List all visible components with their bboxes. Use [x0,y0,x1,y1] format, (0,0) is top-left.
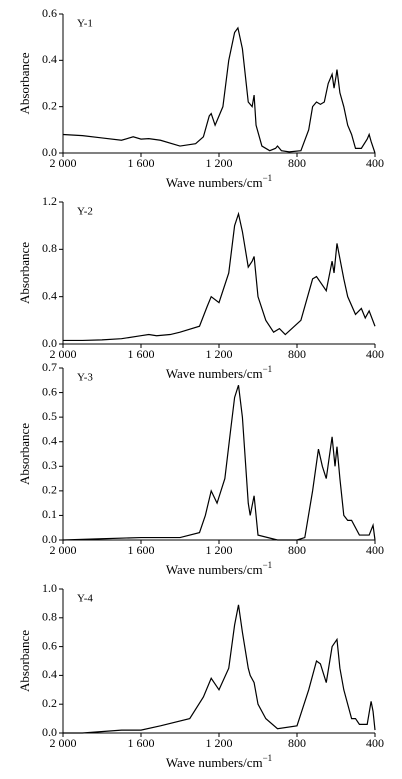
y-tick-label: 0.0 [42,336,57,350]
y-tick-label: 0.0 [42,532,57,546]
y-tick-label: 1.2 [42,194,57,208]
x-axis-label-superscript: −1 [263,173,273,183]
x-axis-label: Wave numbers/cm−1 [166,364,272,381]
x-axis-label-text: Wave numbers/cm [166,755,263,770]
x-tick-label: 2 000 [50,736,77,750]
x-tick-label: 1 200 [206,543,233,557]
y-tick-label: 0.6 [42,384,57,398]
y-axis-label: Absorbance [17,242,32,304]
y-tick-label: 0.8 [42,241,57,255]
y-tick-label: 0.0 [42,145,57,159]
y-tick-label: 0.7 [42,360,57,374]
y-tick-label: 0.4 [42,433,57,447]
spectrum-line [62,26,376,154]
spectrum-line [62,385,376,541]
x-tick-label: 800 [288,543,306,557]
panel-label: Y-2 [77,206,93,218]
x-tick-label: 400 [366,736,384,750]
x-tick-label: 1 600 [128,347,155,361]
x-tick-label: 1 200 [206,156,233,170]
y-tick-label: 0.1 [42,507,57,521]
y-tick-label: 0.8 [42,610,57,624]
y-tick-label: 0.3 [42,458,57,472]
x-tick-label: 400 [366,543,384,557]
x-axis-label-text: Wave numbers/cm [166,562,263,577]
panel-label: Y-4 [77,593,93,605]
x-tick-label: 800 [288,736,306,750]
x-tick-label: 800 [288,156,306,170]
y-tick-label: 0.5 [42,409,57,423]
x-tick-label: 1 600 [128,156,155,170]
y-tick-label: 0.4 [42,288,57,302]
x-tick-label: 1 200 [206,736,233,750]
spectrum-line [63,211,376,342]
x-axis-label-superscript: −1 [263,364,273,374]
x-tick-label: 1 600 [128,736,155,750]
y-tick-label: 0.2 [42,696,57,710]
y-tick-label: 0.4 [42,52,57,66]
x-tick-label: 2 000 [50,543,77,557]
panel-label: Y-3 [77,372,93,384]
x-axis-label-superscript: −1 [263,560,273,570]
x-axis-label: Wave numbers/cm−1 [166,753,272,770]
x-axis-label-text: Wave numbers/cm [166,175,263,190]
y-tick-label: 0.2 [42,483,57,497]
x-tick-label: 400 [366,347,384,361]
y-tick-label: 1.0 [42,581,57,595]
y-tick-label: 0.6 [42,6,57,20]
x-tick-label: 1 600 [128,543,155,557]
x-tick-label: 800 [288,347,306,361]
x-tick-label: 2 000 [50,347,77,361]
x-axis-label-text: Wave numbers/cm [166,366,263,381]
y-tick-label: 0.2 [42,98,57,112]
x-axis-label: Wave numbers/cm−1 [166,173,272,190]
y-axis-label: Absorbance [17,52,32,114]
x-tick-label: 2 000 [50,156,77,170]
y-tick-label: 0.6 [42,638,57,652]
x-axis-label: Wave numbers/cm−1 [166,560,272,577]
y-axis-label: Absorbance [17,423,32,485]
y-tick-label: 0.4 [42,667,57,681]
y-axis-label: Absorbance [17,630,32,692]
panel-label: Y-1 [77,18,93,30]
x-tick-label: 400 [366,156,384,170]
x-tick-label: 1 200 [206,347,233,361]
y-tick-label: 0.0 [42,725,57,739]
x-axis-label-superscript: −1 [263,753,273,763]
spectrum-line [63,604,376,734]
